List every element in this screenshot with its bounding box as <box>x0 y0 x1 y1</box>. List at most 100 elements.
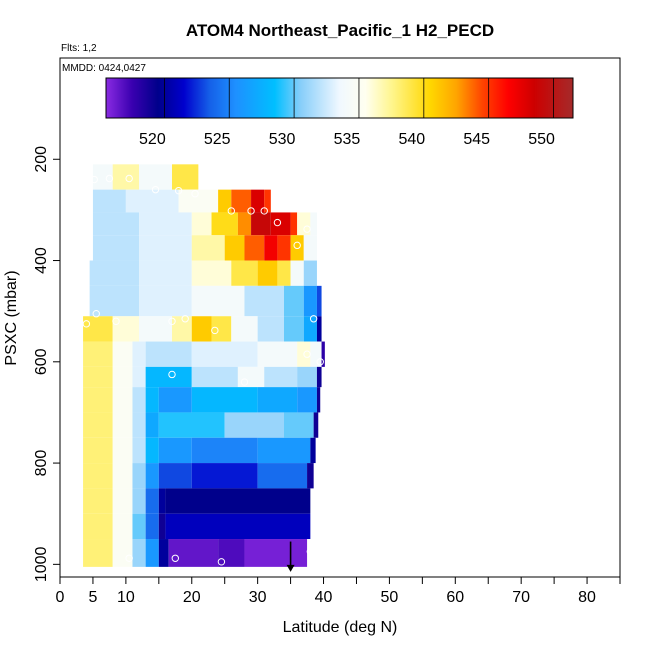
heatmap-cell <box>158 412 225 438</box>
heatmap-cell <box>145 488 159 514</box>
heatmap-cell <box>303 285 317 317</box>
heatmap-cell <box>191 235 225 261</box>
heatmap-cell <box>158 387 192 413</box>
heatmap-cell <box>244 539 308 567</box>
flight-marker <box>168 370 176 379</box>
heatmap-cell <box>112 488 133 514</box>
flight-marker <box>82 320 91 328</box>
heatmap-cell <box>211 316 232 342</box>
heatmap-cell <box>277 235 291 261</box>
arrow-marker <box>286 541 295 572</box>
heatmap-cell <box>244 285 284 317</box>
heatmap-cell <box>83 513 113 540</box>
heatmap-cell <box>165 513 311 540</box>
heatmap-cell <box>231 189 252 213</box>
heatmap-cell <box>290 235 304 261</box>
heatmap-cell <box>83 341 113 367</box>
heatmap-cell <box>92 235 140 261</box>
heatmap-cell <box>112 539 133 567</box>
flight-marker <box>240 378 249 386</box>
heatmap-cell <box>257 463 308 489</box>
flight-marker <box>260 207 268 215</box>
colorbar-tick-label: 525 <box>204 131 231 148</box>
heatmap-cell <box>83 412 113 438</box>
heatmap-cell <box>231 260 258 286</box>
heatmap-cell <box>112 463 133 489</box>
heatmap-cell <box>237 366 265 388</box>
heatmap-cell <box>297 387 317 413</box>
heatmap-cell <box>191 316 212 342</box>
heatmap-cell <box>112 387 133 413</box>
flight-markers <box>82 174 324 566</box>
heatmap-cell <box>158 513 166 540</box>
flight-marker <box>303 350 311 358</box>
heatmap-cell <box>83 316 113 342</box>
colorbar-tick-label: 540 <box>398 131 425 148</box>
heatmap-cell <box>297 366 317 388</box>
flight-marker <box>273 218 282 227</box>
flight-marker <box>191 189 199 198</box>
heatmap-cell <box>132 488 146 514</box>
heatmap-cell <box>132 387 146 413</box>
heatmap-cell <box>139 164 172 190</box>
colorbar-tick-label: 545 <box>463 131 490 148</box>
heatmap-cell <box>83 366 113 388</box>
heatmap-cell <box>284 412 314 438</box>
heatmap-cell <box>145 463 159 489</box>
heatmap-cell <box>257 341 298 367</box>
x-tick-label: 50 <box>381 589 399 606</box>
heatmap-cell <box>321 341 325 367</box>
x-axis-label: Latitude (deg N) <box>283 619 398 636</box>
heatmap-cell <box>89 260 140 286</box>
colorbar-tick-label: 520 <box>139 131 166 148</box>
heatmap-cell <box>165 488 311 514</box>
flight-marker <box>105 174 114 183</box>
heatmap-cell <box>251 212 271 236</box>
heatmap-cell <box>307 463 314 489</box>
heatmap-cell <box>83 488 113 514</box>
heatmap-cell <box>310 437 316 464</box>
flight-marker <box>293 241 301 250</box>
flight-marker <box>217 558 226 566</box>
flight-marker <box>309 315 318 323</box>
heatmap-cell <box>257 387 298 413</box>
flight-marker <box>306 547 315 556</box>
heatmap-cell <box>172 316 192 342</box>
heatmap-cell <box>191 463 258 489</box>
heatmap-cell <box>158 463 192 489</box>
heatmap-cell <box>139 235 192 261</box>
heatmap-cell <box>303 260 317 286</box>
flight-marker <box>151 185 160 194</box>
heatmap-cell <box>145 387 159 413</box>
heatmap-cell <box>145 412 159 438</box>
heatmap-cell <box>264 189 271 213</box>
heatmap-cell <box>191 341 258 367</box>
x-tick-label: 10 <box>117 589 135 606</box>
colorbar-tick-label: 530 <box>269 131 296 148</box>
x-tick-label: 80 <box>578 589 596 606</box>
heatmap-cell <box>313 412 319 438</box>
heatmap-cell <box>83 437 113 464</box>
heatmap-cell <box>316 366 322 388</box>
flight-marker <box>125 174 133 183</box>
heatmap-cell <box>83 539 113 567</box>
heatmap-cell <box>277 260 291 286</box>
heatmap-cell <box>218 189 232 213</box>
heatmap-cell <box>297 212 311 236</box>
flight-marker <box>316 358 324 366</box>
heatmap-cell <box>316 316 322 342</box>
heatmap-cell <box>139 260 192 286</box>
heatmap-cell <box>139 285 192 317</box>
flight-marker <box>168 317 176 325</box>
heatmap-cell <box>264 235 278 261</box>
heatmap-cell <box>290 260 304 286</box>
heatmap-cell <box>112 341 133 367</box>
heatmap-cell <box>145 341 192 367</box>
x-tick-label: 60 <box>446 589 464 606</box>
flight-marker <box>181 315 189 323</box>
heatmap-cell <box>257 316 284 342</box>
heatmap-cell <box>231 316 258 342</box>
heatmap-cell <box>132 513 146 540</box>
